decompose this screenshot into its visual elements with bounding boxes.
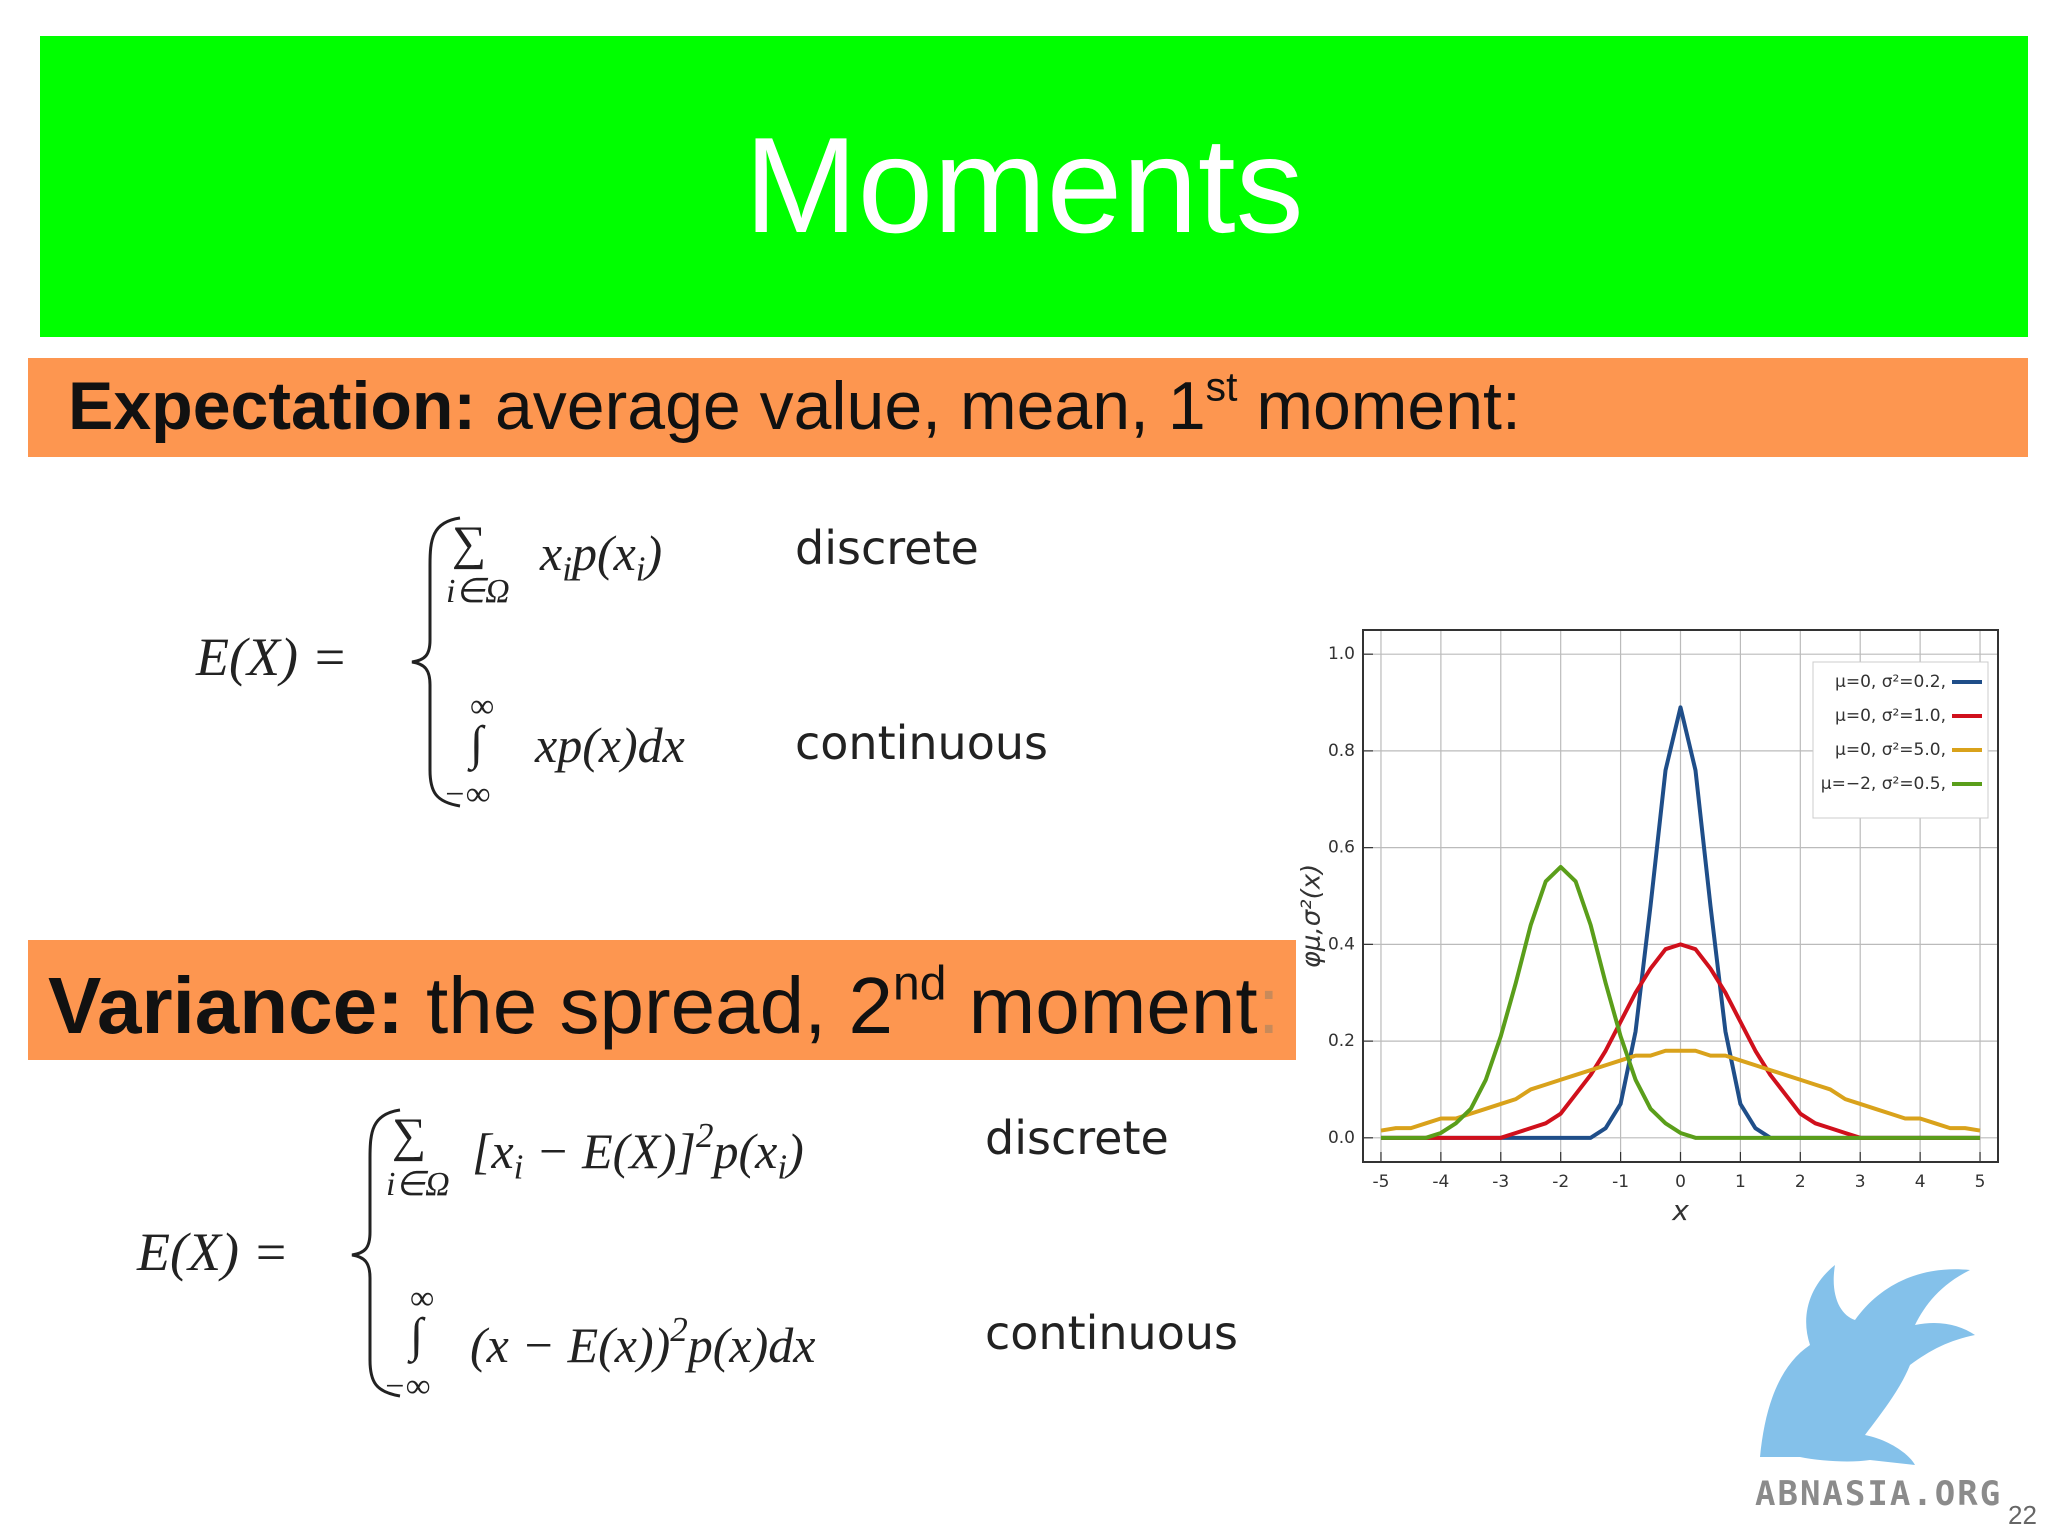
- case-label: continuous: [985, 1306, 1238, 1360]
- brace: [411, 516, 461, 808]
- expression-part: 2: [695, 1116, 714, 1155]
- section-label: Variance:: [48, 961, 404, 1050]
- section-heading: Variance: the spread, 2nd moment:: [48, 960, 1280, 1052]
- expression-part: x: [540, 525, 563, 581]
- case-label: discrete: [795, 521, 979, 575]
- x-tick-label: 2: [1795, 1172, 1806, 1192]
- expression-part: (x − E(x)): [470, 1317, 671, 1373]
- section-text: the spread, 2: [426, 961, 894, 1050]
- series-line: [1380, 1048, 1981, 1133]
- x-tick-label: -1: [1612, 1172, 1629, 1192]
- section-text: :: [1257, 961, 1280, 1050]
- operator-limit: −∞: [443, 776, 491, 813]
- operator-limit: i∈Ω: [386, 1166, 450, 1203]
- x-tick-label: 0: [1675, 1172, 1686, 1192]
- section-heading: Expectation: average value, mean, 1st mo…: [68, 366, 1521, 446]
- x-tick-label: 5: [1975, 1172, 1986, 1192]
- title-banner: [40, 36, 2028, 337]
- legend-label: μ=0, σ²=0.2,: [1835, 672, 1946, 692]
- expression: (x − E(x))2p(x)dx: [470, 1312, 815, 1370]
- formula-lhs: E(X) =: [137, 1222, 289, 1282]
- y-tick-label: 0.0: [1328, 1128, 1355, 1148]
- expression-part: i: [635, 549, 646, 589]
- superscript: st: [1205, 363, 1238, 410]
- expression-part: [x: [472, 1123, 514, 1179]
- legend-label: μ=0, σ²=1.0,: [1835, 706, 1946, 726]
- x-tick-label: -5: [1372, 1172, 1389, 1192]
- operator-limit: ∞: [470, 688, 495, 725]
- expression-part: − E(X)]: [523, 1123, 696, 1179]
- operator-limit: ∞: [410, 1280, 435, 1317]
- x-tick-label: -4: [1432, 1172, 1449, 1192]
- formula-lhs: E(X) =: [196, 627, 348, 687]
- page-number: 22: [2008, 1500, 2037, 1530]
- operator: ∑: [392, 1109, 427, 1162]
- expression-part: ): [787, 1123, 804, 1179]
- case-label: discrete: [985, 1111, 1169, 1165]
- x-tick-label: 1: [1735, 1172, 1746, 1192]
- section-bar: [28, 940, 1296, 1060]
- operator: ∑: [452, 517, 487, 570]
- operator-limit: −∞: [383, 1368, 431, 1405]
- x-tick-label: -3: [1492, 1172, 1509, 1192]
- legend-box: [1812, 661, 1989, 819]
- expression: [xi − E(X)]2p(xi): [472, 1118, 804, 1185]
- section-text: moment:: [1256, 368, 1521, 444]
- section-bar: [28, 358, 2028, 457]
- operator: ∫: [470, 717, 484, 770]
- x-axis-label: x: [1671, 1194, 1689, 1227]
- plot-frame: [1362, 629, 1999, 1163]
- section-text: average value, mean, 1: [494, 368, 1206, 444]
- chart: -5 -4 -3 -2 -1 0 1 2 3 4 5 0.0 0.2 0.4 0.6 0.8 1.0 x φμ,σ²…: [1297, 629, 1999, 1227]
- legend-label: μ=0, σ²=5.0,: [1835, 740, 1946, 760]
- superscript: nd: [893, 957, 947, 1011]
- expression-part: ): [645, 525, 663, 581]
- expression-part: i: [562, 549, 572, 589]
- y-axis-label: φμ,σ²(x): [1297, 864, 1327, 969]
- x-tick-label: 3: [1855, 1172, 1866, 1192]
- expression-part: 2: [670, 1310, 688, 1349]
- x-tick-label: 4: [1915, 1172, 1926, 1192]
- slide-title: Moments: [744, 109, 1304, 261]
- expression: xip(xi): [540, 528, 662, 587]
- legend-label: μ=−2, σ²=0.5,: [1821, 774, 1946, 794]
- expression-part: i: [513, 1147, 524, 1187]
- y-tick-label: 0.6: [1328, 838, 1355, 858]
- section-label: Expectation:: [68, 368, 477, 444]
- expression: xp(x)dx: [535, 720, 685, 770]
- x-tick-label: -2: [1552, 1172, 1569, 1192]
- y-tick-label: 0.8: [1328, 741, 1355, 761]
- logo-griffin: [1760, 1265, 1975, 1465]
- expression-part: i: [777, 1147, 788, 1187]
- y-tick-label: 0.2: [1328, 1031, 1355, 1051]
- expression-part: p(x: [571, 525, 636, 581]
- expression-part: xp(x)dx: [535, 717, 685, 773]
- y-tick-label: 1.0: [1328, 644, 1355, 664]
- section-text: moment: [968, 961, 1258, 1050]
- logo: [1760, 1265, 1975, 1465]
- y-tick-label: 0.4: [1328, 934, 1355, 954]
- series-line: [1380, 864, 1981, 1140]
- case-label: continuous: [795, 716, 1048, 770]
- expression-part: p(x: [713, 1123, 778, 1179]
- logo-text: ABNASIA.ORG: [1755, 1474, 2003, 1514]
- brace: [351, 1108, 401, 1398]
- expression-part: p(x)dx: [687, 1317, 816, 1373]
- operator-limit: i∈Ω: [446, 573, 510, 610]
- operator: ∫: [410, 1309, 424, 1362]
